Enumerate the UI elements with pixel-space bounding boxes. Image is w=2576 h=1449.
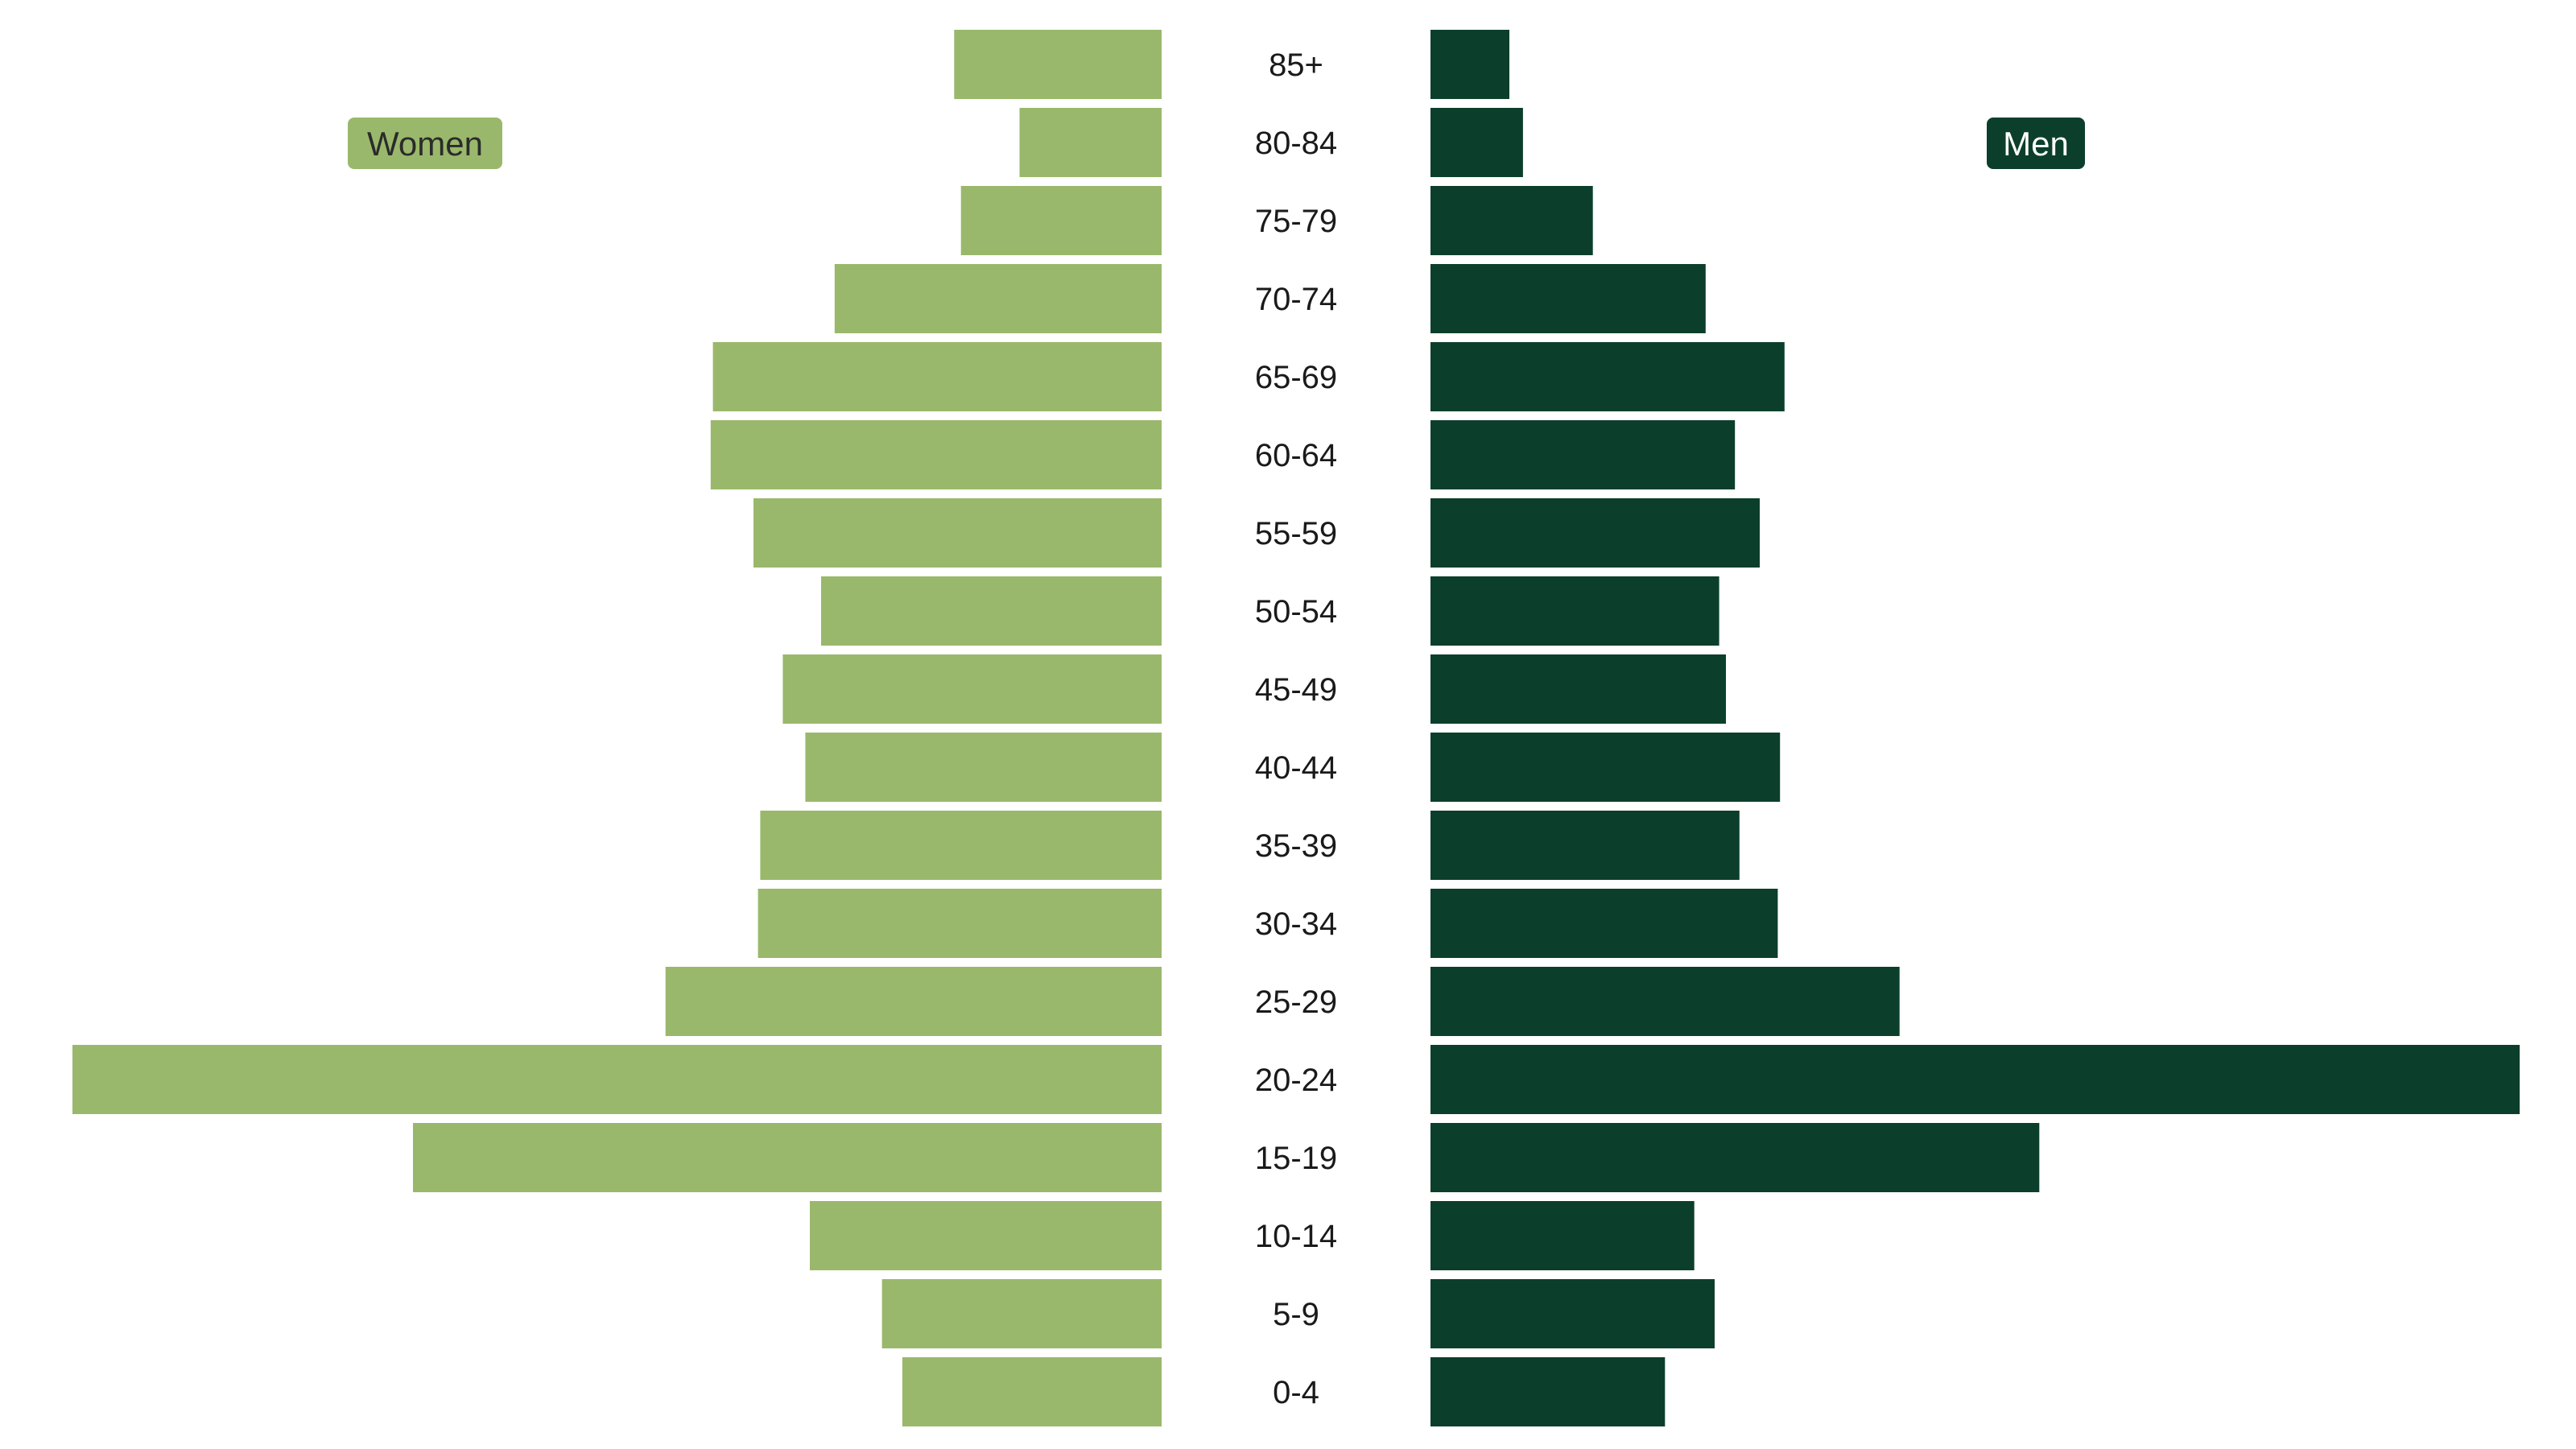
men-bar-20-24	[1430, 1045, 2520, 1114]
women-bar-5-9	[881, 1279, 1162, 1348]
men-bar-70-74	[1430, 264, 1706, 333]
age-label-5-9: 5-9	[1273, 1297, 1319, 1332]
age-group-labels: 85+ 80-84 75-79 70-74 65-69 60-64 55-59 50-54 45…	[1255, 47, 1337, 1410]
women-bar-10-14	[810, 1201, 1162, 1270]
men-bar-50-54	[1430, 576, 1719, 646]
legend-label-men: Men	[2003, 125, 2069, 163]
age-label-85plus: 85+	[1269, 47, 1323, 83]
women-bars	[72, 30, 1162, 1426]
age-label-75-79: 75-79	[1255, 204, 1337, 239]
legend-swatch-men	[1987, 118, 2085, 169]
women-bar-0-4	[902, 1357, 1162, 1426]
age-label-60-64: 60-64	[1255, 438, 1337, 473]
men-bar-10-14	[1430, 1201, 1695, 1270]
men-bar-85plus	[1430, 30, 1509, 99]
women-bar-55-59	[753, 498, 1162, 568]
women-bar-65-69	[712, 342, 1162, 411]
age-label-10-14: 10-14	[1255, 1219, 1337, 1254]
women-bar-60-64	[710, 420, 1162, 489]
age-label-35-39: 35-39	[1255, 828, 1337, 864]
legend-men: Men	[1987, 118, 2085, 169]
age-label-55-59: 55-59	[1255, 516, 1337, 551]
age-label-30-34: 30-34	[1255, 906, 1337, 942]
men-bar-40-44	[1430, 733, 1781, 802]
men-bar-0-4	[1430, 1357, 1666, 1426]
age-label-25-29: 25-29	[1255, 985, 1337, 1020]
men-bar-75-79	[1430, 186, 1593, 255]
legend-swatch-women	[348, 118, 502, 169]
men-bar-55-59	[1430, 498, 1760, 568]
age-label-70-74: 70-74	[1255, 282, 1337, 317]
men-bar-15-19	[1430, 1123, 2040, 1192]
women-bar-35-39	[760, 811, 1162, 880]
legend: Women Men	[348, 118, 2085, 169]
age-label-45-49: 45-49	[1255, 672, 1337, 708]
men-bar-25-29	[1430, 967, 1900, 1036]
women-bar-50-54	[821, 576, 1162, 646]
women-bar-70-74	[834, 264, 1162, 333]
men-bars	[1430, 30, 2520, 1426]
legend-label-women: Women	[367, 125, 483, 163]
men-bar-45-49	[1430, 654, 1726, 724]
age-label-50-54: 50-54	[1255, 594, 1337, 630]
women-bar-85plus	[954, 30, 1162, 99]
men-bar-80-84	[1430, 108, 1523, 177]
women-bar-40-44	[805, 733, 1162, 802]
age-label-15-19: 15-19	[1255, 1141, 1337, 1176]
women-bar-30-34	[758, 889, 1162, 958]
age-label-20-24: 20-24	[1255, 1063, 1337, 1098]
women-bar-15-19	[413, 1123, 1162, 1192]
age-label-40-44: 40-44	[1255, 750, 1337, 786]
men-bar-65-69	[1430, 342, 1785, 411]
legend-women: Women	[348, 118, 502, 169]
women-bar-75-79	[960, 186, 1162, 255]
women-bar-80-84	[1019, 108, 1162, 177]
men-bar-5-9	[1430, 1279, 1715, 1348]
age-label-65-69: 65-69	[1255, 360, 1337, 395]
age-label-0-4: 0-4	[1273, 1375, 1319, 1410]
age-label-80-84: 80-84	[1255, 126, 1337, 161]
men-bar-30-34	[1430, 889, 1778, 958]
women-bar-25-29	[665, 967, 1162, 1036]
men-bar-60-64	[1430, 420, 1736, 489]
men-bar-35-39	[1430, 811, 1740, 880]
women-bar-45-49	[782, 654, 1162, 724]
women-bar-20-24	[72, 1045, 1162, 1114]
